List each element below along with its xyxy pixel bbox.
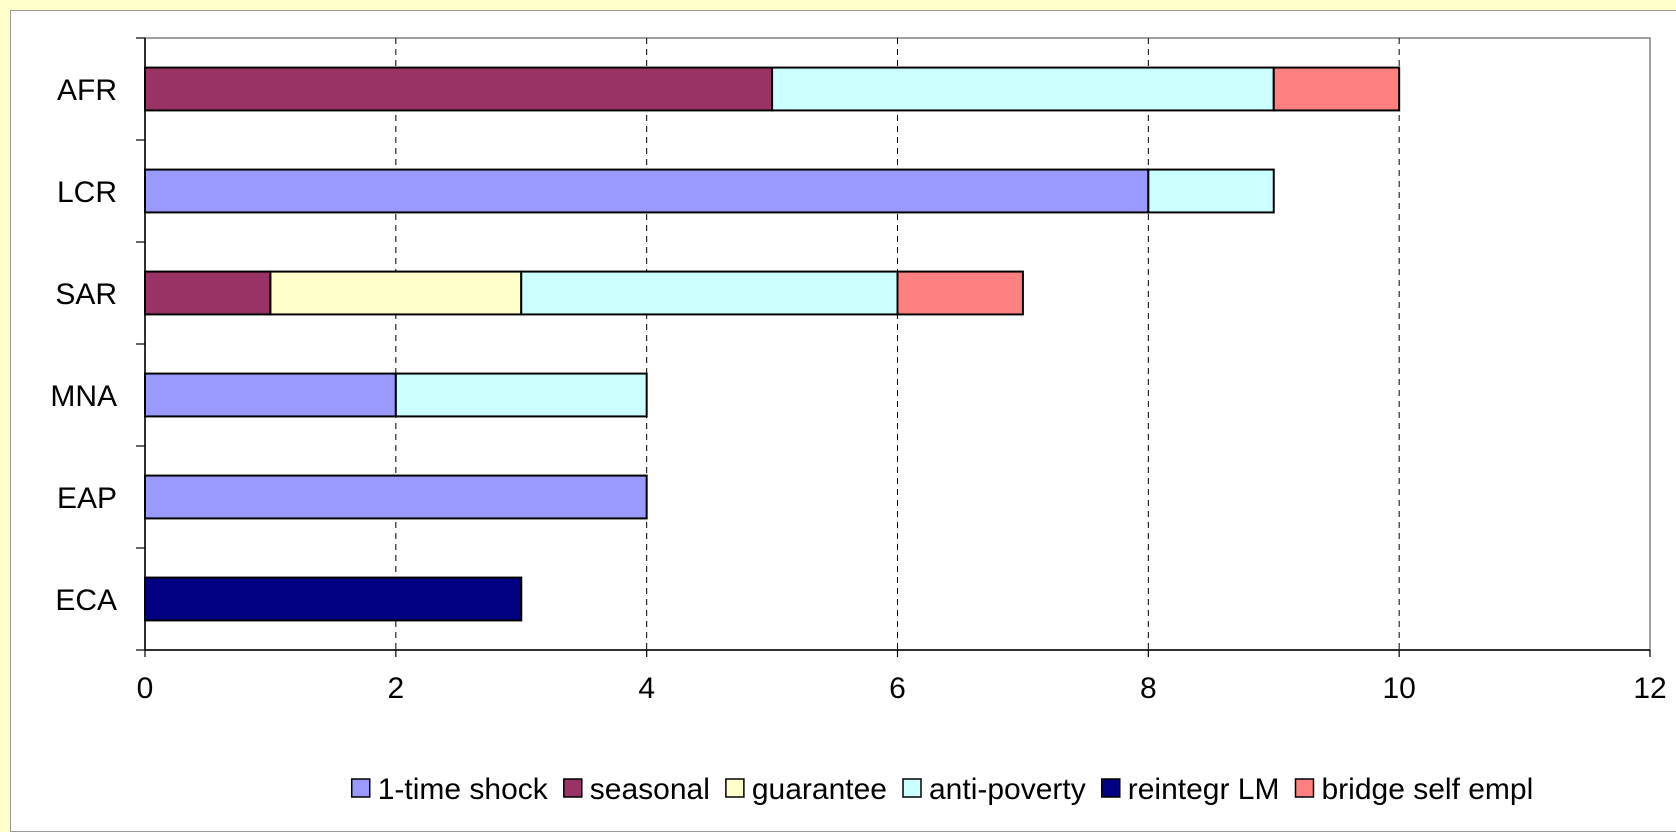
legend-swatch xyxy=(350,778,371,798)
legend: 1-time shock seasonal guarantee anti-povert… xyxy=(350,773,1533,806)
bar-segment xyxy=(144,168,1150,214)
legend-label: bridge self empl xyxy=(1321,773,1533,806)
legend-swatch xyxy=(1294,778,1315,798)
y-category-label: ECA xyxy=(55,584,117,617)
legend-swatch xyxy=(563,778,583,798)
y-category-label: SAR xyxy=(55,278,117,311)
y-category-label: EAP xyxy=(57,482,117,515)
x-tick-label: 10 xyxy=(1382,672,1415,705)
legend-swatch xyxy=(1101,778,1121,798)
x-tick-label: 0 xyxy=(137,672,154,705)
legend-label: seasonal xyxy=(590,773,710,806)
bar-segment xyxy=(144,270,272,316)
bar-segment xyxy=(144,474,648,520)
y-category-label: AFR xyxy=(57,74,117,107)
legend-swatch xyxy=(902,778,922,798)
bar-segment xyxy=(520,270,899,316)
x-tick-label: 8 xyxy=(1140,672,1157,705)
legend-label: anti-poverty xyxy=(929,773,1086,806)
x-tick-label: 6 xyxy=(889,672,906,705)
x-tick-label: 4 xyxy=(638,672,655,705)
legend-label: reintegr LM xyxy=(1128,773,1280,806)
bar-segment xyxy=(1147,168,1275,214)
x-tick-label: 2 xyxy=(387,672,404,705)
legend-label: guarantee xyxy=(752,773,887,806)
axes: 0 2 4 6 8 10 12 AFR LCR SAR MNA EAP ECA xyxy=(50,37,1667,705)
bar-segment xyxy=(144,66,774,112)
legend-swatch xyxy=(725,778,745,798)
bar-segment xyxy=(144,576,523,622)
bar-segment xyxy=(144,372,397,418)
gridlines xyxy=(395,38,1400,650)
bar-segment xyxy=(394,372,648,418)
bars xyxy=(144,66,1401,622)
y-category-label: LCR xyxy=(57,176,117,209)
bar-segment xyxy=(771,66,1275,112)
bar-segment xyxy=(1272,66,1401,112)
y-category-label: MNA xyxy=(50,380,117,413)
legend-label: 1-time shock xyxy=(378,773,549,806)
bar-segment xyxy=(896,270,1024,316)
bar-segment xyxy=(269,270,523,316)
x-tick-label: 12 xyxy=(1633,672,1666,705)
